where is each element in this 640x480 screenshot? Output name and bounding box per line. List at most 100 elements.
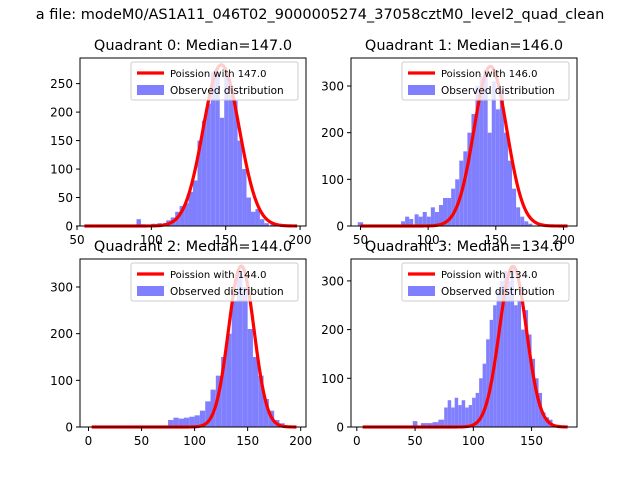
axes-frame — [350, 57, 578, 227]
histogram-bar — [438, 205, 444, 226]
histogram-bar — [183, 417, 190, 427]
histogram-bar — [259, 219, 265, 226]
figure-suptitle: a file: modeM0/AS1A11_046T02_9000005274_… — [36, 7, 605, 23]
subplot-title: Quadrant 2: Median=144.0 — [94, 239, 292, 255]
histogram-bar — [224, 73, 229, 226]
legend-label-observed: Observed distribution — [170, 85, 284, 97]
histogram-bar — [447, 198, 452, 226]
histogram-bar — [426, 216, 431, 226]
histogram-bar — [247, 329, 253, 427]
x-tick-label: 100 — [462, 434, 485, 448]
histogram-bar — [434, 212, 439, 226]
histogram-bar — [258, 375, 264, 427]
histogram-bar — [528, 334, 532, 427]
histogram-bar — [524, 221, 529, 226]
histogram-bar — [250, 211, 256, 226]
histogram-bar — [458, 405, 462, 427]
y-tick-label: 0 — [65, 421, 73, 435]
y-tick-label: 50 — [58, 191, 73, 205]
histogram-bar — [451, 188, 456, 226]
histogram-bar — [264, 223, 269, 226]
x-tick-label: 50 — [407, 434, 422, 448]
histogram-bar — [263, 399, 269, 427]
histogram-bar — [252, 357, 259, 427]
histogram-bar — [438, 419, 445, 427]
histogram-bar — [205, 401, 211, 427]
x-tick-label: 150 — [236, 434, 259, 448]
histogram-bar — [206, 103, 211, 226]
histogram-bar — [520, 216, 525, 226]
y-tick-label: 100 — [321, 173, 344, 187]
y-tick-label: 150 — [50, 134, 73, 148]
histogram-bar — [228, 95, 234, 227]
y-tick-label: 300 — [321, 274, 344, 288]
histogram-bar — [467, 132, 472, 226]
axes-frame — [79, 57, 307, 227]
legend-label-poisson: Poission with 146.0 — [441, 69, 537, 80]
histogram-bar — [179, 206, 185, 226]
histogram-bar — [468, 405, 473, 427]
x-tick-label: 100 — [140, 233, 163, 247]
histogram-bar — [535, 378, 539, 427]
subplot-2: 0 50 100 150 200 0 100 200 300 Quadrant 2: Median… — [50, 239, 312, 448]
histogram-bar — [226, 333, 232, 427]
legend-label-observed: Observed distribution — [170, 286, 284, 298]
legend-box — [401, 61, 570, 101]
histogram-bar — [486, 339, 490, 427]
y-tick-label: 100 — [50, 163, 73, 177]
x-tick-label: 50 — [353, 233, 368, 247]
histogram-bar — [430, 207, 435, 226]
histogram-bar — [178, 418, 184, 427]
histogram-bar — [231, 301, 238, 427]
legend-label-observed: Observed distribution — [441, 85, 555, 97]
histogram-bar — [443, 198, 448, 226]
histogram-bar — [401, 221, 406, 226]
histogram-bar — [255, 208, 260, 226]
y-tick-label: 200 — [321, 126, 344, 140]
histogram-bar — [475, 392, 480, 427]
histogram-bar — [521, 329, 525, 427]
y-tick-label: 300 — [321, 80, 344, 94]
histogram-bar — [409, 219, 414, 226]
histogram-bar — [516, 207, 521, 226]
axes-frame — [350, 258, 578, 428]
histogram-bar — [517, 300, 522, 427]
histogram-bar — [420, 423, 427, 427]
histogram-bar — [483, 69, 488, 226]
histogram-bar — [479, 378, 483, 427]
histogram-bar — [472, 397, 476, 427]
legend-bar-swatch — [408, 85, 435, 95]
histogram-bar — [237, 273, 243, 427]
subplot-1: 50 100 150 200 0 100 200 300 Quadrant 1: Median=… — [321, 38, 578, 247]
histogram-bar — [432, 422, 439, 427]
histogram-bar — [199, 410, 206, 427]
histogram-bar — [514, 305, 518, 427]
y-tick-label: 0 — [65, 220, 73, 234]
histogram-bar — [193, 180, 198, 226]
legend-label-poisson: Poission with 147.0 — [170, 69, 266, 80]
histogram-bar — [447, 400, 452, 427]
x-tick-label: 100 — [183, 434, 206, 448]
legend-box — [130, 61, 299, 101]
histogram-bar — [426, 423, 433, 427]
histogram-bar — [503, 132, 508, 226]
x-tick-label: 0 — [353, 434, 361, 448]
histogram-bar — [168, 420, 174, 427]
histogram-bar — [507, 280, 511, 427]
histogram-bar — [451, 407, 455, 427]
y-tick-label: 250 — [50, 77, 73, 91]
histogram-bar — [461, 400, 466, 427]
histogram-bar — [491, 81, 496, 226]
y-tick-label: 300 — [50, 281, 73, 295]
histogram-bar — [242, 169, 247, 226]
subplot-title: Quadrant 3: Median=134.0 — [365, 239, 563, 255]
legend-label-observed: Observed distribution — [441, 286, 555, 298]
legend-bar-swatch — [137, 85, 164, 95]
histogram-bar — [479, 76, 484, 226]
legend-bar-swatch — [137, 286, 164, 296]
histogram-bar — [524, 310, 529, 427]
histogram-bar — [454, 397, 459, 427]
histogram-bar — [510, 266, 515, 427]
